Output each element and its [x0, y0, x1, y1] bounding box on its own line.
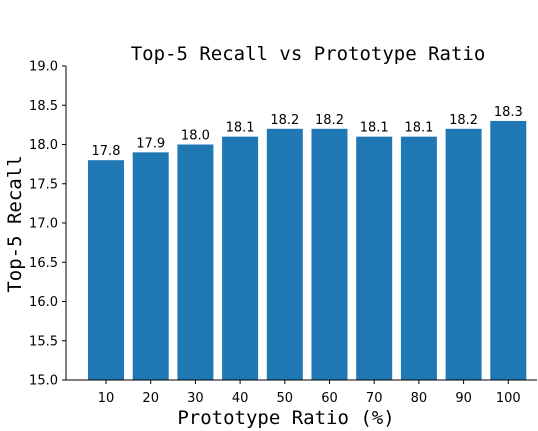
bar-60 — [311, 128, 348, 380]
y-tick-label: 15.5 — [29, 334, 58, 349]
y-tick-label: 17.5 — [29, 177, 58, 192]
data-label-50: 18.2 — [270, 113, 299, 128]
y-tick-label: 17.0 — [29, 217, 58, 232]
bars-group — [88, 120, 527, 380]
data-label-40: 18.1 — [226, 121, 255, 136]
data-label-80: 18.1 — [404, 121, 433, 136]
x-tick-label-40: 40 — [232, 391, 249, 406]
data-label-90: 18.2 — [449, 113, 478, 128]
x-tick-label-10: 10 — [98, 391, 115, 406]
y-axis-ticks: 15.0 15.5 16.0 16.5 17.0 17.5 18.0 18.5 19.0 — [29, 60, 66, 389]
y-tick-label: 16.0 — [29, 295, 58, 310]
data-label-30: 18.0 — [181, 129, 210, 144]
x-tick-label-60: 60 — [321, 391, 338, 406]
y-tick-label: 16.5 — [29, 256, 58, 271]
bar-20 — [132, 152, 169, 380]
x-tick-label-90: 90 — [455, 391, 472, 406]
y-tick-label: 18.0 — [29, 138, 58, 153]
x-tick-label-100: 100 — [496, 391, 521, 406]
data-label-10: 17.8 — [92, 144, 121, 159]
data-label-20: 17.9 — [136, 136, 165, 151]
data-label-100: 18.3 — [494, 105, 523, 120]
x-tick-label-70: 70 — [366, 391, 383, 406]
bar-70 — [356, 136, 393, 380]
bar-40 — [222, 136, 259, 380]
x-axis-label: Prototype Ratio (%) — [177, 407, 394, 429]
bar-90 — [445, 128, 482, 380]
x-tick-label-20: 20 — [142, 391, 159, 406]
bar-80 — [400, 136, 437, 380]
data-labels-group: 17.8 17.9 18.0 18.1 18.2 18.2 18.1 18.1 18.2 18.3 — [92, 105, 523, 159]
y-tick-label: 15.0 — [29, 374, 58, 389]
bar-100 — [490, 120, 527, 380]
bar-10 — [88, 160, 124, 380]
x-tick-label-80: 80 — [411, 391, 428, 406]
bar-50 — [266, 128, 303, 380]
y-tick-label: 19.0 — [29, 60, 58, 75]
bar-30 — [177, 144, 214, 380]
chart-title: Top-5 Recall vs Prototype Ratio — [131, 43, 486, 65]
data-label-70: 18.1 — [360, 121, 389, 136]
x-tick-label-30: 30 — [187, 391, 204, 406]
y-tick-label: 18.5 — [29, 99, 58, 114]
x-tick-label-50: 50 — [277, 391, 294, 406]
y-axis-label: Top-5 Recall — [4, 155, 26, 292]
data-label-60: 18.2 — [315, 113, 344, 128]
x-axis-ticks: 10 20 30 40 50 60 70 80 90 100 — [98, 380, 521, 406]
